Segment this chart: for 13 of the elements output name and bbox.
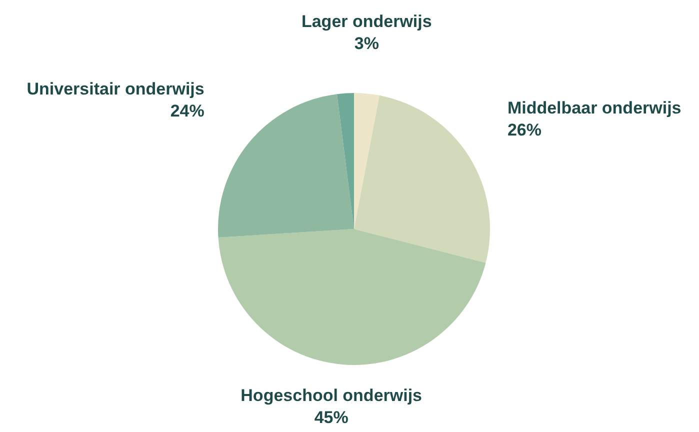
slice-label: Middelbaar onderwijs bbox=[507, 98, 682, 118]
slice-label: Universitair onderwijs bbox=[26, 79, 204, 98]
data-label: 24% bbox=[170, 101, 204, 120]
slice-label: Hogeschool onderwijs bbox=[240, 386, 422, 405]
pie-slice bbox=[218, 229, 486, 365]
data-label: 3% bbox=[354, 34, 379, 54]
pie-slice bbox=[354, 93, 380, 229]
pie-slice bbox=[336, 93, 354, 229]
slice-label: Lager onderwijs bbox=[301, 12, 432, 32]
pie-slice bbox=[218, 94, 354, 238]
data-label: 45% bbox=[314, 408, 348, 427]
pie-slice bbox=[354, 95, 490, 263]
data-label: 26% bbox=[507, 120, 542, 140]
